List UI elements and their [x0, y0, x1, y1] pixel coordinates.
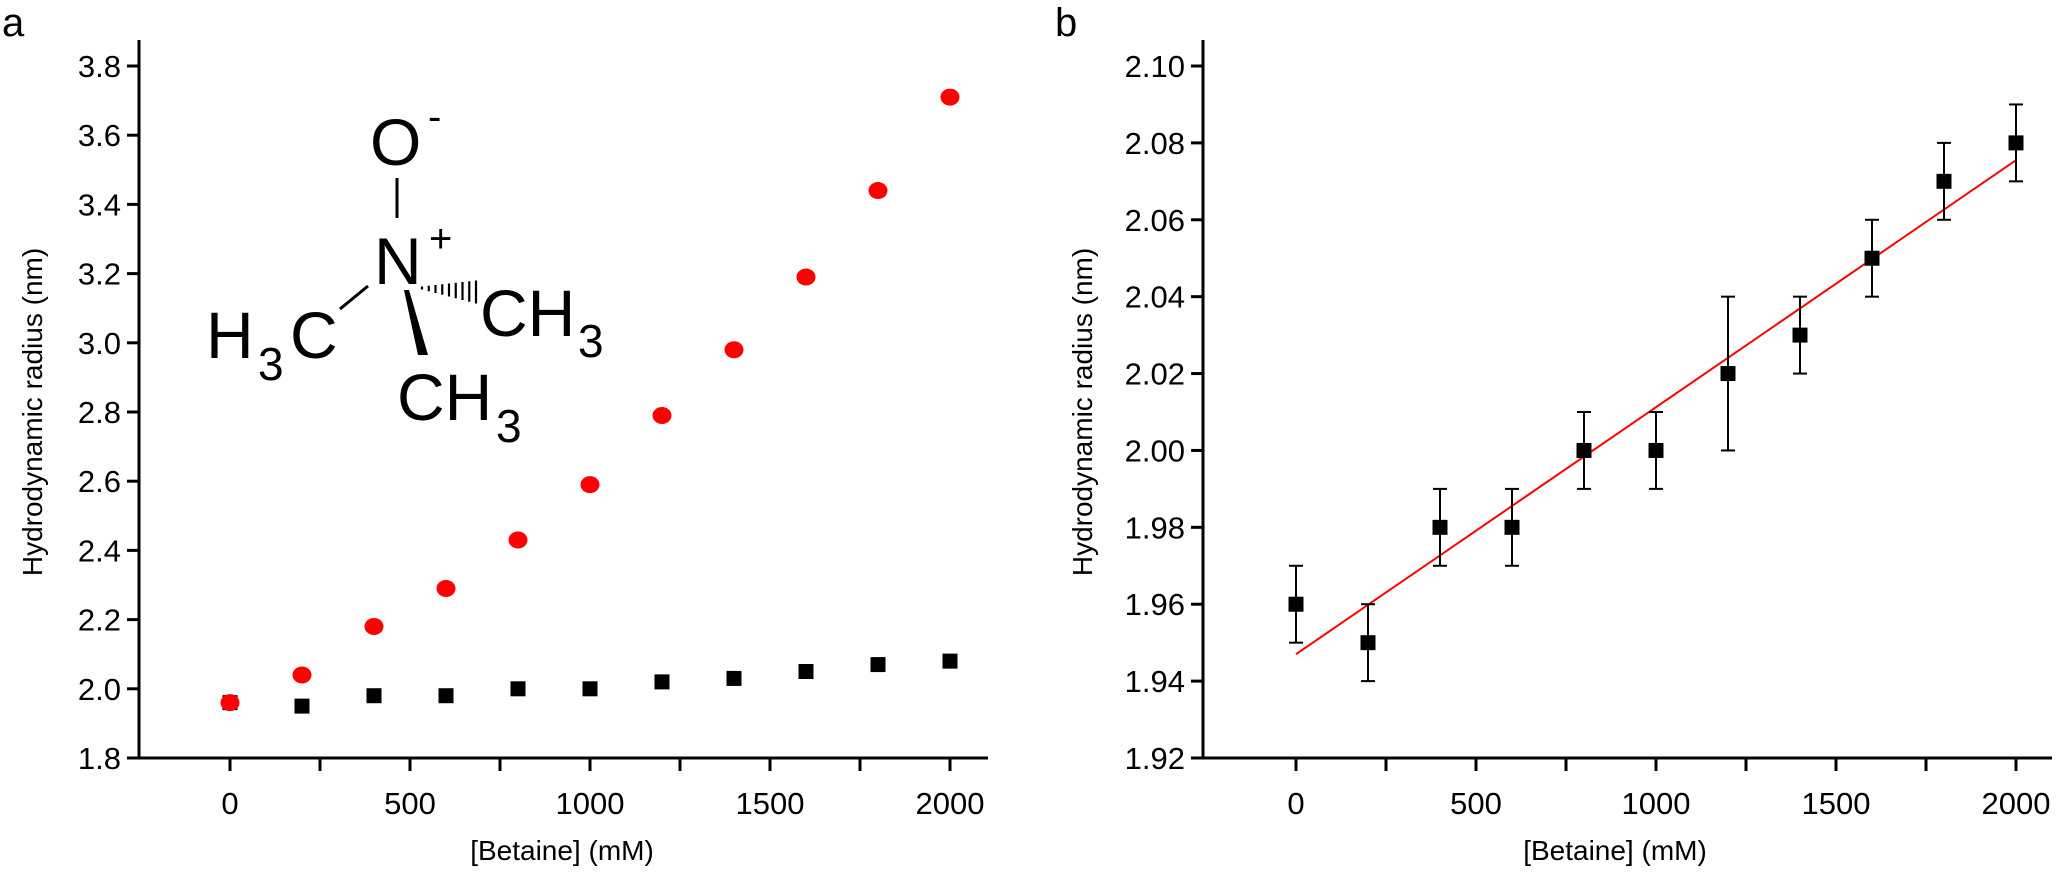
- x-tick-labels-b: 0 500 1000 1500 2000: [1287, 786, 2050, 821]
- y-tick-label: 2.4: [78, 533, 121, 568]
- data-point-circle: [724, 341, 744, 359]
- x-tick-label: 0: [221, 786, 238, 821]
- molecule-wedge-bond: [404, 290, 428, 355]
- molecule-right-sub: 3: [578, 315, 604, 367]
- data-point-square: [1504, 519, 1520, 535]
- y-tick-label: 3.2: [78, 257, 121, 292]
- molecule-left-c: C: [290, 298, 338, 372]
- molecule-bond-n-left: [339, 284, 369, 311]
- linear-fit-line: [1295, 159, 2017, 656]
- y-tick-labels-a: 1.8 2.0 2.2 2.4 2.6 2.8 3.0 3.2 3.4 3.6 3.8: [78, 49, 121, 776]
- data-point-square: [726, 670, 742, 686]
- data-point-square: [366, 688, 382, 704]
- data-point-square: [1288, 596, 1304, 612]
- data-point-square: [1792, 327, 1808, 343]
- data-point-square: [942, 653, 958, 669]
- data-point-square: [510, 681, 526, 697]
- data-point-square: [582, 681, 598, 697]
- y-axis-title-b: Hydrodynamic radius (nm): [1067, 248, 1098, 576]
- axes-a: [127, 40, 988, 771]
- data-point-square: [654, 674, 670, 690]
- y-tick-label: 3.8: [78, 49, 121, 84]
- data-point-circle: [364, 618, 384, 636]
- data-point-circle: [796, 268, 816, 286]
- data-point-square: [1720, 366, 1736, 382]
- data-point-circle: [436, 579, 456, 597]
- y-tick-label: 2.2: [78, 603, 121, 638]
- x-tick-label: 500: [384, 786, 436, 821]
- y-tick-label: 3.0: [78, 326, 121, 361]
- panel-label-a: a: [2, 1, 25, 45]
- molecule-right-ch: CH: [480, 276, 575, 350]
- data-point-square: [1936, 173, 1952, 189]
- data-point-square: [1648, 442, 1664, 458]
- y-tick-label: 2.00: [1125, 433, 1185, 468]
- data-point-square: [438, 688, 454, 704]
- y-tick-label: 2.10: [1125, 49, 1185, 84]
- molecule-oxygen-atom: O: [370, 105, 421, 179]
- x-axis-title-b: [Betaine] (mM): [1523, 835, 1707, 866]
- y-tick-label: 1.94: [1125, 664, 1185, 699]
- data-point-square: [1360, 635, 1376, 651]
- data-point-circle: [220, 694, 240, 712]
- y-tick-label: 2.04: [1125, 280, 1185, 315]
- data-point-square: [1576, 442, 1592, 458]
- data-point-square: [798, 664, 814, 679]
- x-tick-label: 1500: [736, 786, 805, 821]
- y-tick-label: 1.96: [1125, 587, 1185, 622]
- molecule-hashed-bond: [420, 280, 478, 304]
- molecule-oxygen-charge: -: [428, 95, 441, 139]
- y-tick-label: 1.92: [1125, 741, 1185, 776]
- y-tick-label: 2.06: [1125, 203, 1185, 238]
- data-point-square: [1432, 519, 1448, 535]
- data-point-circle: [292, 666, 312, 684]
- x-tick-label: 2000: [916, 786, 985, 821]
- x-tick-label: 1000: [556, 786, 625, 821]
- y-tick-label: 2.0: [78, 672, 121, 707]
- data-point-circle: [508, 531, 528, 549]
- data-point-circle: [940, 88, 960, 106]
- x-tick-labels-a: 0 500 1000 1500 2000: [221, 786, 984, 821]
- y-axis-title-a: Hydrodynamic radius (nm): [17, 248, 48, 576]
- chart-panel-a: 0 500 1000 1500 2000 1.8 2.0 2.2 2.4 2.6 2.8 3.0 3.…: [17, 40, 988, 866]
- y-tick-label: 2.6: [78, 464, 121, 499]
- y-tick-label: 3.4: [78, 187, 121, 222]
- x-tick-label: 2000: [1982, 786, 2051, 821]
- y-tick-label: 1.8: [78, 741, 121, 776]
- y-tick-label: 2.02: [1125, 357, 1185, 392]
- y-tick-label: 3.6: [78, 118, 121, 153]
- data-point-circle: [868, 182, 888, 200]
- data-point-circle: [580, 476, 600, 494]
- x-axis-title-a: [Betaine] (mM): [470, 835, 654, 866]
- chart-panel-b: 0 500 1000 1500 2000 1.92 1.94 1.96 1.98 2.00 2.0…: [1067, 40, 2052, 866]
- marks-a: [220, 88, 960, 714]
- panel-label-b: b: [1055, 1, 1077, 45]
- data-point-circle: [652, 406, 672, 424]
- data-point-square: [294, 698, 310, 714]
- molecule-bottom-sub: 3: [496, 400, 522, 452]
- y-tick-label: 2.08: [1125, 126, 1185, 161]
- axes-b: [1191, 40, 2052, 771]
- x-tick-label: 500: [1450, 786, 1502, 821]
- y-tick-label: 1.98: [1125, 510, 1185, 545]
- x-tick-label: 1500: [1802, 786, 1871, 821]
- molecule-nitrogen-charge: +: [429, 217, 452, 261]
- tmao-molecule-structure: O - N + H 3 C CH 3 CH 3: [206, 95, 604, 452]
- molecule-nitrogen-atom: N: [374, 224, 422, 298]
- data-point-square: [1864, 250, 1880, 266]
- y-tick-labels-b: 1.92 1.94 1.96 1.98 2.00 2.02 2.04 2.06 2.08 2.10: [1125, 49, 1185, 776]
- molecule-left-h: H: [206, 298, 254, 372]
- y-tick-label: 2.8: [78, 395, 121, 430]
- molecule-bottom-ch: CH: [397, 360, 492, 434]
- fit-line-b-group: [1295, 159, 2017, 656]
- x-tick-label: 0: [1287, 786, 1304, 821]
- molecule-left-sub: 3: [258, 338, 284, 390]
- x-tick-label: 1000: [1622, 786, 1691, 821]
- data-point-square: [2008, 135, 2024, 151]
- marks-b: [1288, 103, 2024, 683]
- data-point-square: [870, 657, 886, 673]
